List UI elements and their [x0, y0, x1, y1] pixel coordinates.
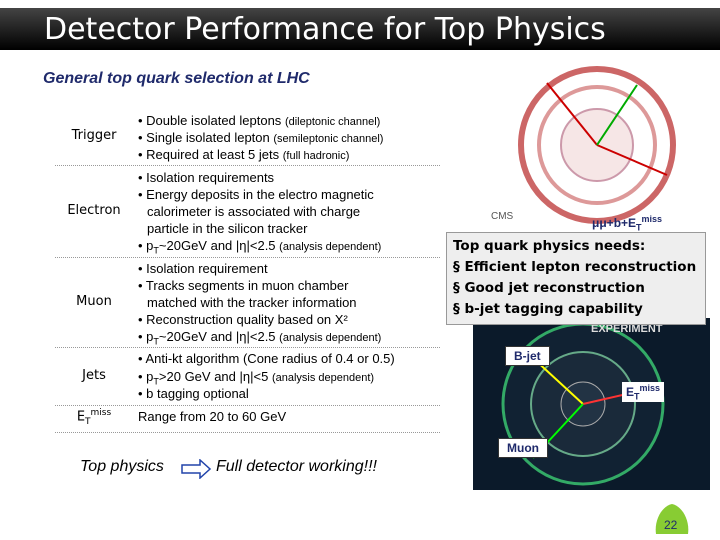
item-text: • Required at least 5 jets	[138, 147, 280, 162]
callout-item: § b-jet tagging capability	[453, 301, 643, 317]
row-separator	[55, 257, 440, 258]
item-sub: T	[153, 336, 159, 347]
row-item: • pT~20GeV and |η|<2.5 (analysis depende…	[138, 328, 381, 351]
item-text: • Anti-kt algorithm (Cone radius of 0.4 …	[138, 351, 395, 366]
item-sub: T	[153, 376, 159, 387]
row-item: • Energy deposits in the electro magneti…	[138, 186, 374, 203]
item-note: (semileptonic channel)	[273, 133, 384, 145]
row-label: ETmiss	[55, 408, 133, 427]
row-item: Range from 20 to 60 GeV	[138, 408, 286, 425]
item-text: • p	[138, 238, 154, 253]
callout-item: § Good jet reconstruction	[453, 280, 645, 296]
row-item: • pT~20GeV and |η|<2.5 (analysis depende…	[138, 237, 381, 260]
row-item: • Isolation requirement	[138, 260, 268, 277]
cms-event-display: CMS	[487, 65, 718, 237]
muon-label: Muon	[498, 438, 548, 458]
row-item: • Required at least 5 jets (full hadroni…	[138, 146, 349, 165]
item-text: • Double isolated leptons	[138, 113, 282, 128]
item-text: calorimeter is associated with charge	[147, 204, 361, 219]
row-item: • Anti-kt algorithm (Cone radius of 0.4 …	[138, 350, 395, 367]
page-number: 22	[664, 518, 678, 532]
conclusion-left: Top physics	[80, 458, 164, 475]
label-part: Electron	[67, 203, 121, 218]
row-label: Electron	[55, 203, 133, 218]
row-label: Jets	[55, 368, 133, 383]
row-label: Trigger	[55, 128, 133, 143]
item-text: particle in the silicon tracker	[147, 221, 308, 236]
item-text: • Energy deposits in the electro magneti…	[138, 187, 374, 202]
row-item: matched with the tracker information	[138, 294, 357, 311]
item-text: • Isolation requirement	[138, 261, 268, 276]
row-item: • Isolation requirements	[138, 169, 274, 186]
item-text: ~20GeV and |η|<2.5	[158, 329, 276, 344]
row-item: • Single isolated lepton (semileptonic c…	[138, 129, 383, 148]
row-separator	[55, 405, 440, 406]
row-separator	[55, 165, 440, 166]
row-separator	[55, 432, 440, 433]
callout-item: § Efficient lepton reconstruction	[453, 259, 697, 275]
item-text: >20 GeV and |η|<5	[158, 369, 269, 384]
item-text: ~20GeV and |η|<2.5	[158, 238, 276, 253]
row-item: calorimeter is associated with charge	[138, 203, 360, 220]
label-part: Muon	[76, 294, 112, 309]
row-item: • pT>20 GeV and |η|<5 (analysis dependen…	[138, 368, 374, 391]
bjet-label: B-jet	[505, 346, 550, 366]
title-bar	[0, 8, 720, 50]
callout-title: Top quark physics needs:	[453, 238, 646, 254]
cms-label: CMS	[491, 211, 514, 222]
top-caption: μμ+b+ETmiss	[592, 214, 663, 233]
title: Detector Performance for Top Physics	[44, 12, 606, 47]
item-text: • Tracks segments in muon chamber	[138, 278, 349, 293]
item-text: • b tagging optional	[138, 386, 249, 401]
etmiss-label: ETmiss	[622, 382, 665, 403]
item-sub: T	[153, 245, 159, 256]
row-item: • Reconstruction quality based on X²	[138, 311, 348, 328]
row-item: particle in the silicon tracker	[138, 220, 307, 237]
item-note: (dileptonic channel)	[284, 116, 381, 128]
item-note: (analysis dependent)	[271, 372, 375, 384]
item-text: Range from 20 to 60 GeV	[138, 409, 287, 424]
item-text: matched with the tracker information	[147, 295, 357, 310]
row-label: Muon	[55, 294, 133, 309]
callout: Top quark physics needs: § Efficient lep…	[446, 232, 706, 325]
item-text: • p	[138, 369, 154, 384]
label-part: Trigger	[71, 128, 117, 143]
experiment-label: EXPERIMENT	[591, 323, 663, 335]
label-part: Jets	[82, 368, 106, 383]
label-part: T	[85, 416, 91, 427]
page-badge	[655, 504, 689, 534]
item-text: • Isolation requirements	[138, 170, 275, 185]
arrow-icon	[181, 459, 212, 479]
row-item: • Tracks segments in muon chamber	[138, 277, 348, 294]
label-part: E	[76, 409, 86, 425]
atlas-event-display: EXPERIMENT	[473, 318, 710, 490]
conclusion-right: Full detector working!!!	[216, 458, 377, 475]
item-note: (full hadronic)	[282, 150, 350, 162]
row-separator	[55, 347, 440, 348]
item-text: • Single isolated lepton	[138, 130, 270, 145]
subtitle: General top quark selection at LHC	[43, 70, 310, 87]
item-text: • p	[138, 329, 154, 344]
row-item: • Double isolated leptons (dileptonic ch…	[138, 112, 380, 131]
row-item: • b tagging optional	[138, 385, 249, 402]
item-note: (analysis dependent)	[279, 332, 382, 344]
item-note: (analysis dependent)	[279, 241, 382, 253]
item-text: • Reconstruction quality based on X²	[138, 312, 348, 327]
label-part: miss	[90, 408, 112, 418]
